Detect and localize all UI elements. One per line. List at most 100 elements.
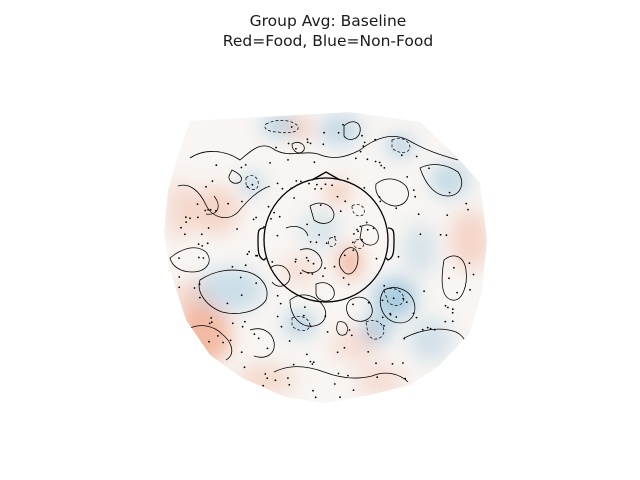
sensor-marker	[363, 187, 366, 189]
sensor-marker	[344, 200, 347, 203]
sensor-marker	[412, 189, 415, 192]
sensor-marker	[302, 314, 305, 317]
sensor-marker	[429, 327, 432, 330]
sensor-marker	[255, 282, 258, 284]
sensor-marker	[274, 379, 277, 382]
interpolated-field	[164, 112, 487, 403]
sensor-marker	[324, 183, 327, 186]
sensor-marker	[288, 340, 291, 342]
sensor-marker	[208, 340, 210, 343]
sensor-marker	[400, 154, 403, 157]
sensor-marker	[365, 221, 368, 224]
sensor-marker	[193, 287, 196, 289]
sensor-marker	[428, 167, 430, 170]
contour-line	[419, 164, 462, 197]
sensor-marker	[315, 241, 318, 244]
contour-lines	[169, 121, 467, 383]
contour-line	[346, 296, 373, 322]
sensor-marker	[469, 288, 471, 291]
sensor-marker	[342, 277, 345, 279]
sensor-marker	[465, 202, 468, 205]
sensor-marker	[333, 236, 336, 238]
sensor-marker	[378, 161, 381, 164]
contour-line	[299, 248, 323, 274]
sensor-marker	[251, 183, 254, 186]
sensor-marker	[318, 234, 320, 236]
contour-line	[264, 120, 299, 134]
field-blob	[235, 364, 295, 396]
sensor-marker	[389, 312, 392, 315]
sensor-marker	[290, 126, 293, 128]
field-blob	[196, 268, 264, 312]
sensor-marker	[299, 272, 302, 275]
sensor-markers	[178, 123, 475, 399]
sensor-marker	[266, 377, 269, 380]
sensor-marker	[295, 147, 297, 150]
sensor-marker	[333, 383, 336, 385]
sensor-marker	[207, 227, 210, 229]
sensor-marker	[295, 258, 297, 261]
sensor-marker	[196, 203, 199, 206]
field-blob	[331, 327, 379, 363]
sensor-marker	[305, 256, 308, 259]
sensor-marker	[307, 259, 310, 262]
field-blob	[450, 210, 487, 270]
sensor-marker	[374, 138, 376, 141]
sensor-marker	[189, 217, 191, 220]
sensor-marker	[199, 296, 201, 299]
sensor-marker	[257, 337, 260, 340]
sensor-marker	[178, 276, 181, 278]
title-line-1: Group Avg: Baseline	[249, 12, 407, 30]
sensor-marker	[281, 187, 284, 190]
sensor-marker	[207, 208, 210, 211]
sensor-marker	[316, 183, 318, 186]
sensor-marker	[439, 233, 442, 236]
sensor-marker	[205, 185, 207, 188]
sensor-marker	[451, 308, 454, 311]
sensor-marker	[446, 214, 449, 217]
sensor-marker	[313, 161, 316, 164]
sensor-marker	[295, 180, 298, 182]
sensor-marker	[324, 315, 327, 318]
contour-line	[177, 184, 271, 219]
sensor-marker	[244, 320, 246, 323]
negative-contours	[245, 120, 411, 340]
field-blob	[340, 246, 360, 278]
sensor-marker	[226, 302, 229, 305]
sensor-marker	[208, 322, 211, 325]
sensor-marker	[229, 339, 232, 342]
sensor-marker	[197, 216, 199, 219]
sensor-marker	[336, 195, 339, 198]
contour-line	[441, 255, 467, 301]
field-blob	[408, 318, 452, 362]
field-blob	[326, 182, 350, 202]
sensor-marker	[178, 286, 181, 289]
sensor-marker	[309, 360, 312, 363]
sensor-marker	[346, 177, 349, 180]
sensor-marker	[319, 204, 322, 207]
sensor-marker	[361, 134, 363, 137]
contour-line	[205, 195, 219, 215]
sensor-marker	[180, 226, 182, 229]
sensor-marker	[255, 254, 257, 257]
sensor-marker	[236, 228, 239, 230]
head-circle	[263, 177, 389, 303]
sensor-marker	[320, 187, 323, 190]
sensor-marker	[453, 266, 455, 269]
sensor-marker	[309, 325, 312, 328]
sensor-marker	[200, 233, 203, 236]
sensor-marker	[348, 329, 351, 331]
sensor-marker	[215, 209, 217, 212]
sensor-marker	[309, 142, 312, 145]
contour-line	[291, 142, 305, 154]
sensor-marker	[206, 242, 209, 245]
field-blob	[318, 114, 362, 146]
sensor-marker	[467, 208, 469, 211]
sensor-marker	[376, 376, 379, 379]
sensor-marker	[331, 184, 333, 187]
sensor-marker	[397, 255, 400, 258]
sensor-marker	[306, 141, 309, 144]
sensor-marker	[445, 234, 448, 237]
sensor-marker	[311, 363, 314, 365]
contour-line	[383, 288, 405, 306]
